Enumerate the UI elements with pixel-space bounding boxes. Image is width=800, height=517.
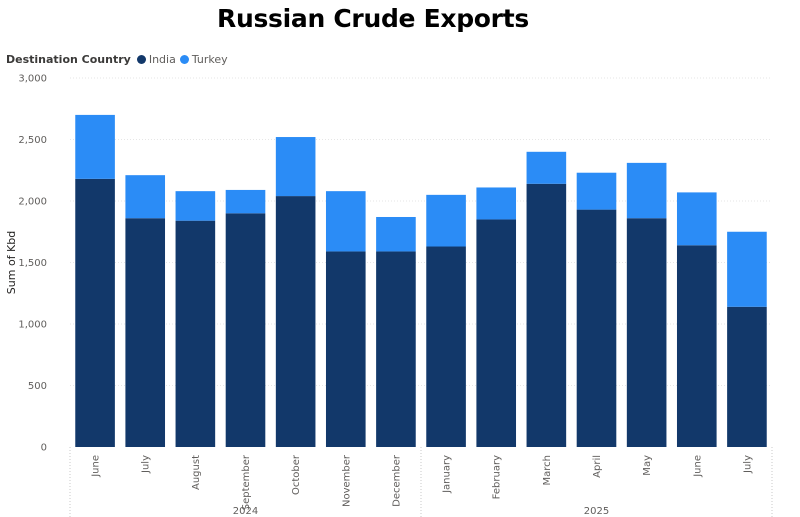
x-tick-label: October [291, 454, 302, 495]
bar-india-5 [275, 196, 316, 447]
x-tick-label: June [692, 455, 703, 478]
x-tick-label: June [91, 455, 102, 478]
y-tick-label: 500 [28, 381, 47, 392]
bar-india-3 [175, 220, 216, 447]
y-tick-label: 2,000 [18, 197, 47, 208]
legend: Destination Country India Turkey [6, 51, 232, 67]
bar-turkey-13 [676, 192, 717, 246]
legend-item-turkey[interactable]: Turkey [179, 52, 228, 66]
x-tick-label: July [742, 455, 753, 474]
legend-label-turkey: Turkey [191, 52, 228, 66]
bar-turkey-8 [426, 194, 466, 247]
bar-turkey-6 [325, 191, 366, 252]
legend-title: Destination Country [6, 52, 131, 66]
bar-turkey-2 [125, 175, 166, 219]
x-tick-label: January [442, 455, 453, 494]
bar-turkey-14 [727, 231, 767, 307]
x-tick-label: August [191, 455, 202, 490]
x-tick-label: December [391, 454, 402, 507]
bar-india-6 [325, 251, 366, 447]
bar-india-12 [626, 218, 667, 447]
bar-india-4 [225, 213, 266, 447]
bar-india-1 [75, 178, 115, 448]
bar-india-14 [727, 306, 767, 447]
bar-turkey-3 [175, 191, 216, 221]
y-tick-label: 1,500 [18, 258, 47, 269]
legend-item-india[interactable]: India [136, 52, 176, 66]
y-tick-label: 3,000 [18, 74, 47, 85]
x-tick-label: February [492, 455, 503, 499]
y-tick-label: 0 [41, 443, 47, 454]
bar-india-2 [125, 218, 166, 447]
x-tick-label: November [341, 454, 352, 507]
bar-turkey-5 [275, 137, 316, 197]
bar-turkey-9 [476, 187, 517, 220]
bar-india-8 [426, 246, 466, 447]
bar-turkey-7 [376, 216, 416, 252]
chart-title: Russian Crude Exports [217, 4, 529, 33]
year-group-label: 2024 [233, 506, 258, 517]
y-tick-label: 2,500 [18, 135, 47, 146]
bar-turkey-12 [626, 162, 667, 219]
legend-swatch-turkey [179, 54, 189, 64]
x-tick-label: April [592, 455, 603, 478]
y-axis-title: Sum of Kbd [5, 231, 18, 294]
bar-india-7 [376, 251, 416, 447]
bar-india-13 [676, 245, 717, 447]
bar-india-10 [526, 183, 567, 447]
y-tick-label: 1,000 [18, 320, 47, 331]
x-tick-label: May [642, 455, 653, 476]
year-group-label: 2025 [584, 506, 609, 517]
x-tick-label: March [542, 455, 553, 485]
x-tick-label: July [141, 455, 152, 474]
bar-turkey-10 [526, 151, 567, 184]
legend-swatch-india [136, 54, 146, 64]
bar-india-11 [576, 209, 617, 447]
bar-india-9 [476, 219, 517, 447]
x-tick-label: September [241, 454, 252, 510]
legend-label-india: India [148, 52, 176, 66]
bar-turkey-11 [576, 172, 617, 210]
bar-turkey-4 [225, 189, 266, 214]
bar-turkey-1 [75, 114, 115, 179]
